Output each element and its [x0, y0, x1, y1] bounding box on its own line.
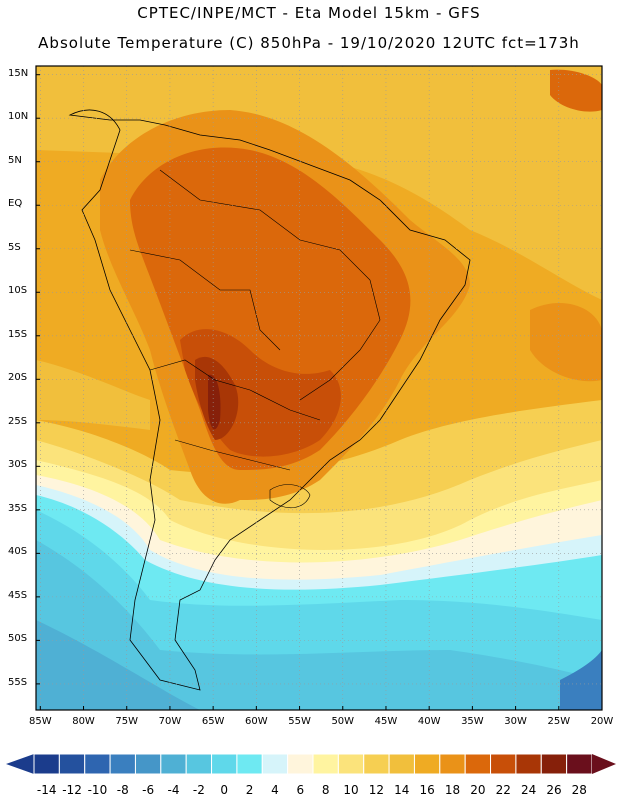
lon-label: 80W — [72, 716, 95, 727]
lat-label: 25S — [8, 415, 28, 427]
map-title: CPTEC/INPE/MCT - Eta Model 15km - GFS — [137, 4, 481, 22]
scale-tick-label: 24 — [520, 783, 537, 797]
scale-tick-label: -6 — [142, 783, 155, 797]
scale-arrow-low — [6, 754, 34, 774]
scale-swatch — [312, 753, 339, 775]
scale-swatch — [261, 753, 289, 775]
lon-label: 70W — [158, 716, 182, 727]
scale-swatch — [566, 753, 593, 775]
scale-swatch — [413, 753, 441, 775]
scale-swatch — [540, 753, 568, 775]
scale-tick-label: 4 — [271, 783, 279, 797]
scale-tick-label: 2 — [245, 783, 254, 797]
scale-swatch — [58, 753, 86, 775]
scale-tick-label: -4 — [167, 783, 180, 797]
scale-swatch — [287, 753, 314, 775]
scale-swatch — [160, 753, 187, 775]
scale-arrow-high — [592, 754, 616, 774]
lon-label: 60W — [245, 716, 268, 727]
lat-label: 55S — [8, 676, 28, 688]
scale-swatch — [439, 753, 466, 775]
lat-label: 15N — [8, 67, 29, 79]
lat-label: 50S — [8, 633, 28, 645]
scale-tick-label: 20 — [470, 783, 486, 797]
lon-label: 30W — [504, 716, 527, 727]
scale-swatch — [464, 753, 492, 775]
color-scale — [6, 753, 616, 775]
lon-label: 75W — [115, 716, 139, 727]
scale-tick-label: 10 — [343, 783, 359, 797]
scale-tick-label: 14 — [394, 783, 410, 797]
lon-label: 65W — [201, 716, 225, 727]
lon-label: 35W — [461, 716, 484, 727]
lat-label: 40S — [8, 546, 28, 558]
lon-label: 25W — [547, 716, 571, 727]
lon-label: 55W — [288, 716, 311, 727]
scale-swatch — [515, 753, 542, 775]
scale-tick-label: 18 — [444, 783, 461, 797]
scale-swatch — [337, 753, 365, 775]
lat-label: 35S — [8, 502, 28, 514]
scale-tick-label: 6 — [296, 783, 305, 797]
lon-label: 45W — [374, 716, 398, 727]
lon-label: 40W — [417, 716, 441, 727]
scale-tick-label: -10 — [87, 783, 108, 797]
lat-label: EQ — [8, 198, 23, 210]
lon-label: 20W — [590, 716, 614, 727]
scale-swatch — [363, 753, 390, 775]
scale-tick-label: 8 — [321, 783, 330, 797]
lat-label: 5S — [8, 241, 21, 253]
lon-label: 50W — [331, 716, 355, 727]
lat-label: 30S — [8, 459, 28, 471]
map-subtitle: Absolute Temperature (C) 850hPa - 19/10/… — [38, 34, 580, 52]
scale-swatch — [388, 753, 415, 775]
scale-swatch — [185, 753, 213, 775]
lat-label: 5N — [8, 154, 22, 166]
lat-label: 45S — [8, 589, 28, 601]
scale-swatch — [84, 753, 111, 775]
lat-label: 20S — [8, 372, 28, 384]
scale-tick-label: 12 — [368, 783, 385, 797]
scale-tick-label: -2 — [192, 783, 205, 797]
scale-tick-label: 0 — [220, 783, 229, 797]
lat-label: 15S — [8, 328, 28, 340]
scale-tick-label: -12 — [62, 783, 82, 797]
scale-swatch — [134, 753, 162, 775]
scale-tick-label: 22 — [495, 783, 511, 797]
scale-tick-label: 16 — [419, 783, 435, 797]
scale-tick-label: -14 — [36, 783, 57, 797]
lat-label: 10S — [8, 285, 28, 297]
scale-tick-label: 26 — [546, 783, 562, 797]
scale-swatch — [109, 753, 136, 775]
lon-label: 85W — [29, 716, 52, 727]
scale-swatch — [490, 753, 517, 775]
scale-tick-label: -8 — [116, 783, 129, 797]
lat-label: 10N — [8, 111, 29, 123]
scale-tick-label: 28 — [571, 783, 587, 797]
scale-swatch — [211, 753, 238, 775]
scale-swatch — [236, 753, 263, 775]
scale-swatch — [33, 753, 60, 775]
